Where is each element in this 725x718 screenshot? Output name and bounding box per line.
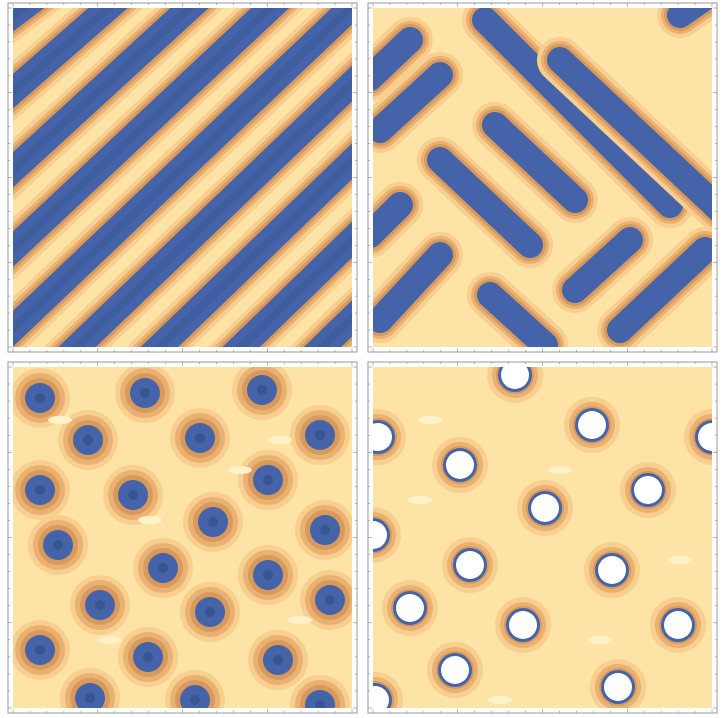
contour-band [205, 607, 215, 617]
contour-band [257, 385, 267, 395]
contour-band [698, 423, 712, 451]
contour-band [607, 237, 712, 343]
contour-band [13, 8, 352, 335]
contour-band [128, 490, 138, 500]
contour-band [598, 556, 626, 584]
contour-band [53, 540, 63, 550]
contour-band [13, 8, 209, 188]
contour-band [427, 147, 543, 258]
contour-band [195, 433, 205, 443]
contour-band [668, 556, 692, 564]
contour-band [588, 636, 612, 644]
contour-band [501, 367, 529, 389]
contour-band [13, 8, 45, 32]
contour-band [13, 8, 352, 347]
contour-band [13, 8, 196, 176]
contour-band [208, 517, 218, 527]
contour-band [222, 221, 352, 347]
contour-band [509, 611, 537, 639]
contour-band [273, 655, 283, 665]
contour-band [482, 112, 588, 213]
contour-band [98, 636, 122, 644]
contour-band [263, 570, 273, 580]
contour-band [13, 8, 30, 21]
contour-band [373, 686, 389, 708]
contour-plot [13, 8, 352, 347]
contour-band [263, 475, 273, 485]
contour-band [228, 466, 252, 474]
contour-band [634, 476, 662, 504]
contour-band [315, 700, 325, 708]
contour-band [373, 423, 392, 451]
contour-band [71, 77, 352, 347]
contour-band [158, 563, 168, 573]
contour-plot [373, 367, 712, 708]
contour-band [303, 300, 352, 347]
contour-band [477, 282, 558, 347]
contour-band [664, 611, 692, 639]
contour-band [85, 693, 95, 703]
contour-band [441, 656, 469, 684]
contour-band [83, 435, 93, 445]
contour-band [373, 192, 413, 248]
contour-band [305, 690, 335, 708]
contour-band [325, 595, 335, 605]
contour-band [488, 696, 512, 704]
contour-band [95, 600, 105, 610]
contour-band [153, 155, 352, 347]
contour-band [408, 496, 432, 504]
contour-band [288, 616, 312, 624]
contour-band [13, 8, 276, 255]
contour-band [35, 393, 45, 403]
contour-band [13, 8, 290, 267]
contour-band [140, 388, 150, 398]
contour-band [562, 227, 643, 303]
contour-band [143, 652, 153, 662]
contour-band [320, 525, 330, 535]
contour-band [13, 8, 115, 97]
contour-band [48, 416, 72, 424]
contour-band [373, 27, 423, 91]
contour-band [456, 551, 484, 579]
contour-band [35, 645, 45, 655]
contour-band [373, 521, 387, 549]
contour-band [578, 411, 606, 439]
contour-band [138, 516, 162, 524]
contour-band [418, 416, 442, 424]
contour-band [446, 451, 474, 479]
contour-band [531, 494, 559, 522]
contour-band [316, 312, 352, 347]
contour-band [373, 242, 453, 333]
contour-band [35, 485, 45, 495]
contour-band [548, 466, 572, 474]
contour-band [315, 430, 325, 440]
contour-plot [373, 8, 712, 347]
contour-band [235, 234, 352, 347]
contour-band [58, 65, 352, 347]
contour-band [268, 436, 292, 444]
contour-band [373, 62, 453, 143]
contour-band [396, 594, 424, 622]
contour-band [190, 695, 200, 705]
contour-band [13, 8, 128, 109]
contour-band [140, 143, 352, 347]
contour-band [472, 8, 683, 218]
contour-plot [13, 367, 352, 708]
contour-band [604, 673, 632, 701]
contour-band [667, 8, 712, 28]
contour-band [547, 47, 712, 221]
